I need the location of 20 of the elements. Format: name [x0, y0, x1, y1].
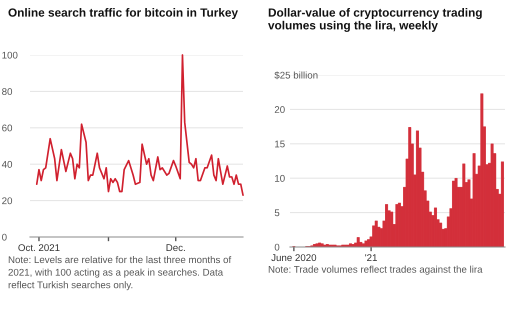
- chart-title: Dollar-value of cryptocurrency trading volumes using the lira, weekly: [268, 8, 482, 32]
- y-tick-label: 0: [2, 234, 7, 241]
- y-tick-label: $25 billion: [274, 71, 318, 80]
- chart-title: Online search traffic for bitcoin in Turkey: [8, 8, 238, 20]
- y-tick-label: 15: [275, 140, 285, 148]
- text: Note: Levels are relative for the last three months of 2021, with 100 acting as a peak in searches. Data reflect Turkish searches only.: [8, 256, 232, 290]
- y-tick-label: 100: [2, 52, 18, 59]
- x-tick-label: Dec.: [166, 244, 185, 252]
- y-tick-label: 0: [274, 244, 280, 251]
- x-tick-label: '21: [365, 254, 377, 261]
- y-tick-label: 20: [2, 197, 12, 204]
- y-tick-label: 10: [275, 174, 285, 182]
- text: Note: Trade volumes reflect trades against the lira: [268, 266, 483, 275]
- y-tick-label: 60: [2, 124, 12, 132]
- x-tick-label: June 2020: [271, 254, 316, 262]
- y-tick-label: 5: [274, 209, 280, 216]
- y-tick-label: 20: [274, 106, 285, 114]
- y-tick-label: 40: [2, 160, 12, 168]
- x-tick-label: Oct. 2021: [18, 244, 60, 252]
- y-tick-label: 80: [2, 88, 12, 96]
